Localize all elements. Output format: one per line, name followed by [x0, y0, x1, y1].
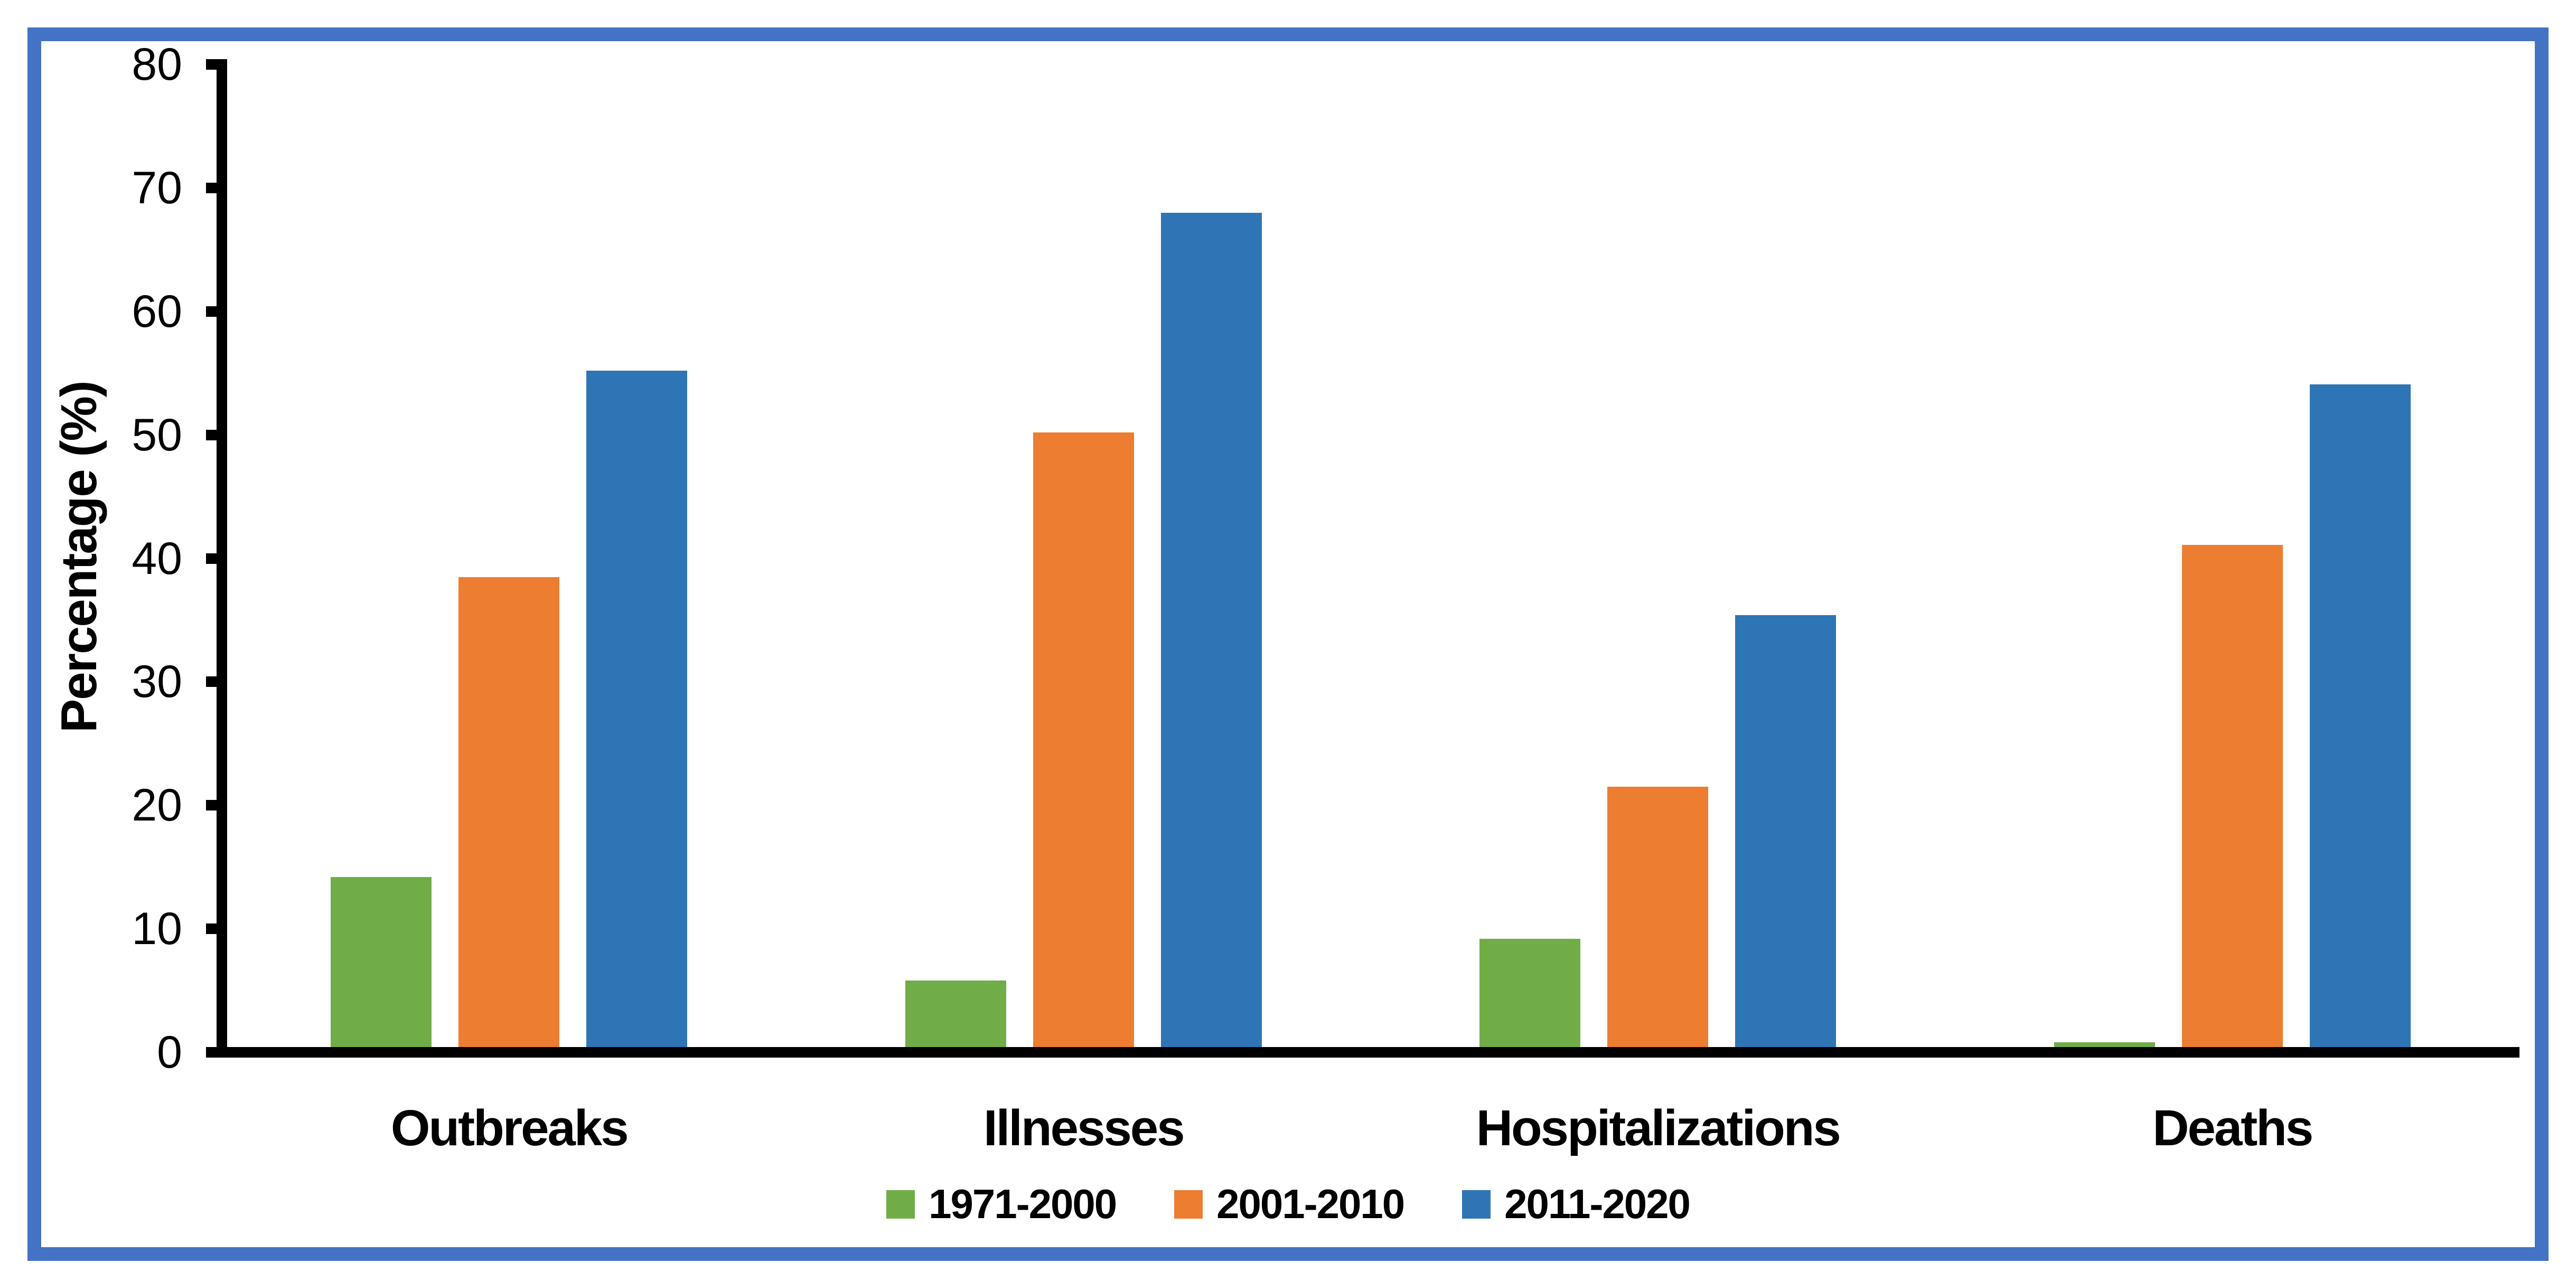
x-category-label: Hospitalizations	[1476, 1100, 1841, 1156]
legend: 1971-2000 2001-2010 2011-2020	[0, 1180, 2576, 1228]
y-tick-label: 50	[132, 409, 182, 460]
y-axis-line	[217, 59, 227, 1058]
bar-1971-2000-Hospitalizations	[1479, 938, 1580, 1047]
bar-1971-2000-Illnesses	[905, 981, 1006, 1047]
legend-swatch-green-icon	[886, 1190, 915, 1219]
legend-item: 1971-2000	[886, 1180, 1117, 1228]
y-tick-label: 40	[132, 533, 182, 584]
y-tick-label: 70	[132, 162, 182, 213]
y-tick-label: 10	[132, 903, 182, 955]
x-category-label: Illnesses	[983, 1100, 1185, 1156]
y-tick-label: 0	[157, 1027, 182, 1078]
bar-1971-2000-Outbreaks	[331, 876, 432, 1047]
bar-1971-2000-Deaths	[2054, 1042, 2155, 1047]
legend-label: 1971-2000	[929, 1181, 1117, 1227]
bar-2011-2020-Illnesses	[1160, 212, 1262, 1047]
bar-2011-2020-Hospitalizations	[1735, 615, 1836, 1047]
chart-frame-border	[27, 27, 2549, 1261]
bar-2011-2020-Deaths	[2309, 384, 2411, 1047]
y-tick-label: 60	[132, 286, 182, 337]
y-tick-label: 30	[132, 656, 182, 708]
y-tick-label: 80	[132, 39, 182, 90]
bar-2001-2010-Outbreaks	[458, 577, 559, 1047]
bar-2001-2010-Deaths	[2181, 544, 2283, 1047]
legend-swatch-orange-icon	[1174, 1190, 1203, 1219]
y-tick-label: 20	[132, 780, 182, 831]
x-category-label: Deaths	[2152, 1100, 2313, 1156]
x-category-label: Outbreaks	[390, 1100, 629, 1156]
x-axis-line	[217, 1047, 2519, 1058]
bar-2001-2010-Hospitalizations	[1607, 787, 1708, 1047]
legend-item: 2001-2010	[1174, 1180, 1405, 1228]
legend-item: 2011-2020	[1462, 1180, 1691, 1228]
bar-2011-2020-Outbreaks	[586, 371, 687, 1047]
bar-2001-2010-Illnesses	[1033, 432, 1134, 1047]
legend-swatch-blue-icon	[1462, 1190, 1491, 1219]
legend-label: 2001-2010	[1216, 1181, 1405, 1227]
legend-label: 2011-2020	[1504, 1181, 1691, 1227]
